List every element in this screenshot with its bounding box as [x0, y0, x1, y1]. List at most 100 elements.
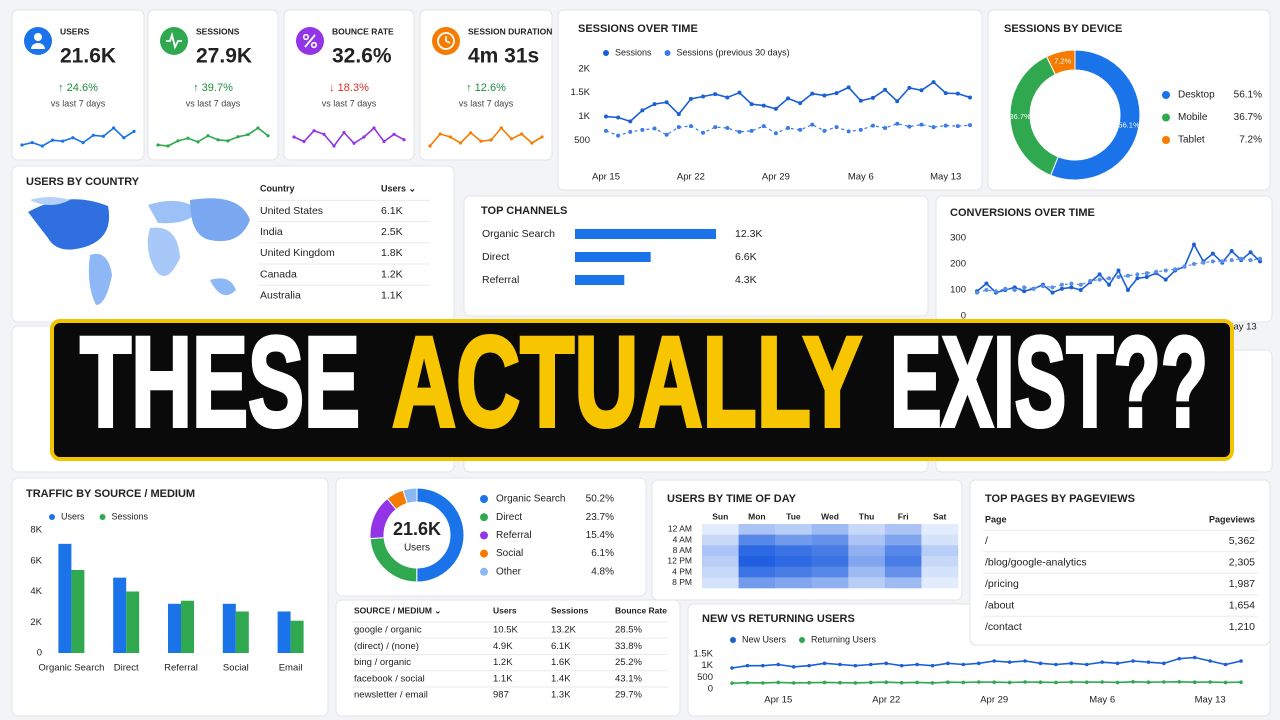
y-tick-label: 500: [697, 672, 713, 683]
table-title: TOP PAGES BY PAGEVIEWS: [985, 493, 1135, 505]
data-point: [1054, 662, 1058, 667]
data-point: [1229, 249, 1234, 253]
data-point: [930, 681, 935, 685]
y-tick-label: 8K: [30, 525, 42, 536]
heat-cell: [884, 566, 922, 578]
data-point: [931, 80, 936, 85]
sparkline-point: [112, 126, 116, 130]
legend-label: Returning Users: [811, 634, 877, 644]
bar: [290, 620, 304, 653]
data-point: [1084, 662, 1089, 667]
table-header: Page: [985, 514, 1007, 524]
chart-title: SESSIONS OVER TIME: [578, 23, 698, 35]
bar: [71, 569, 85, 653]
y-tick-label: 12 PM: [667, 556, 692, 566]
data-point: [984, 281, 989, 286]
kpi-change: ↓ 18.3%: [329, 82, 369, 94]
data-point: [822, 128, 827, 133]
map-region: [30, 197, 70, 205]
sparkline-point: [236, 135, 240, 139]
bar: [113, 577, 127, 653]
icon-glyph: [31, 43, 45, 49]
data-point: [822, 680, 827, 685]
heat-cell: [775, 524, 813, 535]
x-tick-label: Apr 29: [980, 695, 1008, 706]
bar: [222, 603, 236, 653]
data-point: [786, 126, 790, 131]
data-point: [955, 124, 960, 129]
data-point: [761, 103, 766, 108]
y-tick-label: 100: [950, 285, 966, 296]
data-point: [961, 680, 966, 685]
data-point: [1007, 660, 1012, 664]
value-label: 4.3K: [735, 274, 757, 286]
data-point: [1116, 275, 1121, 279]
kpi-change: ↑ 12.6%: [466, 82, 506, 94]
sparkline-point: [216, 138, 220, 142]
data-point: [1125, 273, 1130, 278]
legend-label: Users: [61, 511, 85, 521]
category-label: Referral: [482, 274, 519, 286]
data-point: [895, 121, 900, 126]
sparkline-point: [196, 140, 200, 144]
data-point: [1191, 242, 1196, 247]
table-cell: India: [260, 226, 283, 238]
heat-cell: [884, 556, 922, 567]
data-point: [791, 665, 796, 669]
data-point: [1163, 268, 1168, 273]
data-point: [1097, 277, 1102, 282]
x-tick-label: Email: [279, 663, 303, 674]
legend-label: Mobile: [1178, 112, 1208, 123]
table-cell: 987: [493, 690, 509, 701]
table-header: SOURCE / MEDIUM ⌄: [354, 605, 441, 615]
sparkline-point: [40, 144, 44, 148]
legend-marker: [49, 514, 55, 520]
data-point: [1191, 262, 1196, 266]
data-point: [1182, 264, 1187, 269]
data-point: [1107, 276, 1112, 281]
data-point: [895, 99, 900, 104]
data-point: [725, 95, 730, 100]
sparkline-point: [489, 138, 493, 142]
data-point: [652, 102, 657, 107]
bar: [575, 252, 651, 262]
data-point: [1050, 290, 1055, 295]
data-point: [992, 659, 997, 663]
kpi-period: vs last 7 days: [322, 98, 377, 108]
legend-marker: [799, 637, 806, 643]
table-cell: newsletter / email: [354, 690, 428, 701]
sparkline-point: [322, 132, 326, 136]
table-cell: facebook / social: [354, 673, 425, 684]
data-point: [834, 91, 839, 96]
category-label: Direct: [482, 251, 510, 263]
sparkline-point: [438, 132, 442, 136]
data-point: [1131, 659, 1135, 663]
legend-label: Sessions: [112, 511, 149, 521]
heat-cell: [811, 566, 849, 578]
data-point: [676, 112, 681, 117]
icon-glyph: [302, 33, 310, 41]
bar: [575, 275, 625, 285]
heat-cell: [811, 556, 849, 567]
table-cell: 1.2K: [381, 268, 403, 280]
heat-cell: [811, 577, 849, 589]
center-value: 21.6K: [393, 519, 441, 539]
data-point: [807, 680, 811, 685]
data-point: [676, 125, 681, 130]
data-point: [1054, 680, 1058, 685]
data-point: [1223, 662, 1228, 667]
data-point: [1146, 680, 1151, 685]
data-point: [883, 87, 888, 92]
legend-value: 15.4%: [586, 530, 614, 541]
kpi-change: ↑ 39.7%: [193, 82, 233, 94]
data-point: [1078, 288, 1083, 292]
series-line: [731, 680, 1242, 684]
kpi-value: 27.9K: [196, 45, 252, 68]
data-point: [869, 662, 873, 667]
data-point: [1192, 680, 1197, 685]
y-tick-label: 1K: [578, 111, 590, 122]
data-point: [946, 680, 950, 685]
sparkline-point: [91, 133, 95, 137]
data-point: [961, 662, 966, 667]
data-point: [846, 129, 851, 134]
